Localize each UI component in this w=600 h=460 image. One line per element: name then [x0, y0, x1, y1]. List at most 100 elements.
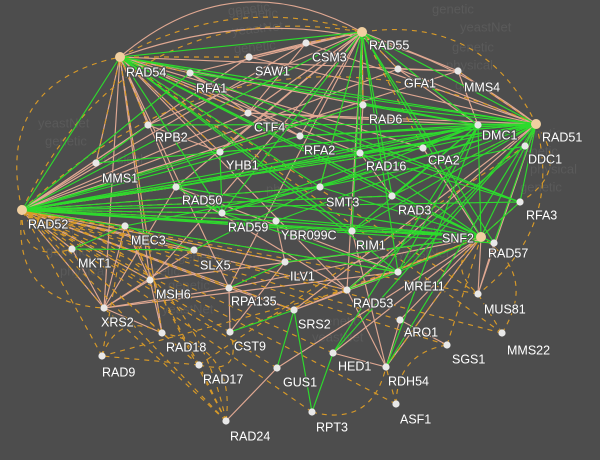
node-label-rpt3: RPT3	[316, 420, 348, 434]
graph-edge	[103, 307, 163, 334]
graph-node-gfa1[interactable]	[394, 65, 402, 73]
graph-node-rfa1[interactable]	[186, 69, 194, 77]
graph-node-msh6[interactable]	[146, 276, 154, 284]
graph-node-srs2[interactable]	[290, 306, 298, 314]
graph-node-rfa3[interactable]	[516, 198, 524, 206]
graph-edge	[21, 201, 521, 211]
graph-node-rpa135[interactable]	[225, 284, 233, 292]
graph-node-cpa2[interactable]	[419, 144, 427, 152]
graph-node-rad53[interactable]	[343, 286, 351, 294]
node-label-ilv1: ILV1	[290, 269, 315, 283]
graph-node-smt3[interactable]	[316, 183, 324, 191]
graph-node-rad51[interactable]	[531, 119, 541, 129]
graph-node-ddc1[interactable]	[521, 142, 529, 150]
graph-node-aro1[interactable]	[396, 316, 404, 324]
node-label-rad16: RAD16	[366, 159, 406, 173]
graph-node-rim1[interactable]	[348, 227, 356, 235]
graph-edge	[319, 123, 537, 188]
graph-edge	[305, 42, 537, 125]
graph-node-mms1[interactable]	[92, 159, 100, 167]
graph-edge	[119, 56, 479, 126]
graph-node-ybr099c[interactable]	[272, 217, 280, 225]
graph-edge	[293, 309, 313, 413]
graph-node-asf1[interactable]	[392, 400, 400, 408]
graph-node-gus1[interactable]	[273, 364, 281, 372]
graph-edge	[101, 355, 200, 366]
graph-node-yhb1[interactable]	[216, 148, 224, 156]
graph-node-ctf4[interactable]	[244, 109, 252, 117]
graph-node-rad18[interactable]	[158, 329, 166, 337]
node-label-snf2: SNF2	[442, 231, 474, 245]
graph-node-mkt1[interactable]	[68, 245, 76, 253]
node-layer[interactable]	[17, 27, 541, 425]
node-label-rad59: RAD59	[228, 220, 268, 234]
graph-node-mms4[interactable]	[454, 67, 462, 75]
graph-node-mms22[interactable]	[498, 329, 506, 337]
graph-edge	[175, 186, 399, 273]
graph-edge	[119, 31, 363, 58]
graph-edge-arc	[119, 27, 537, 125]
graph-edge	[225, 367, 278, 422]
graph-node-xrs2[interactable]	[100, 304, 108, 312]
graph-edge	[228, 287, 231, 333]
node-label-mus81: MUS81	[484, 302, 526, 316]
graph-node-mre11[interactable]	[394, 268, 402, 276]
watermark-label: physical	[530, 161, 577, 176]
graph-node-rad54[interactable]	[115, 52, 125, 62]
graph-node-rpt3[interactable]	[308, 408, 316, 416]
graph-node-rdh54[interactable]	[382, 363, 390, 371]
graph-node-rad55[interactable]	[357, 27, 367, 37]
graph-edge-arc	[461, 236, 482, 295]
node-label-rad53: RAD53	[353, 296, 393, 310]
graph-edge	[361, 31, 399, 273]
graph-node-rad9[interactable]	[98, 352, 106, 360]
graph-node-ilv1[interactable]	[281, 258, 289, 266]
node-label-ybr099c: YBR099C	[281, 228, 337, 242]
graph-edge-arc	[20, 209, 105, 309]
graph-node-rad6[interactable]	[359, 101, 367, 109]
node-label-rfa3: RFA3	[526, 208, 557, 222]
graph-node-rad16[interactable]	[356, 149, 364, 157]
node-label-rfa2: RFA2	[304, 143, 335, 157]
graph-node-cst9[interactable]	[226, 328, 234, 336]
graph-node-slx5[interactable]	[190, 246, 198, 254]
watermark-label: genetic	[455, 77, 497, 92]
graph-edge	[119, 56, 393, 197]
graph-edge	[228, 261, 286, 289]
graph-node-dmc1[interactable]	[474, 121, 482, 129]
graph-edge	[21, 70, 459, 211]
graph-edge	[362, 104, 479, 126]
graph-edge	[119, 56, 479, 295]
graph-node-rad17[interactable]	[195, 361, 203, 369]
graph-edge	[480, 201, 521, 238]
graph-node-rad3[interactable]	[388, 192, 396, 200]
graph-node-rfa2[interactable]	[296, 132, 304, 140]
graph-node-rad52[interactable]	[17, 205, 27, 215]
graph-node-snf2[interactable]	[476, 232, 486, 242]
graph-node-rad50[interactable]	[172, 183, 180, 191]
graph-edge	[21, 209, 334, 354]
graph-node-mec3[interactable]	[121, 222, 129, 230]
graph-node-mus81[interactable]	[474, 290, 482, 298]
graph-node-rad59[interactable]	[218, 209, 226, 217]
graph-node-rad24[interactable]	[222, 417, 230, 425]
graph-edge	[359, 124, 479, 154]
graph-edge	[332, 124, 479, 354]
edge-layer	[16, 1, 551, 422]
node-label-rpb2: RPB2	[155, 130, 188, 144]
graph-edge	[21, 209, 313, 413]
graph-edge	[193, 186, 321, 251]
node-label-rad24: RAD24	[230, 429, 270, 443]
graph-edge	[361, 31, 537, 125]
graph-edge	[189, 72, 521, 203]
graph-node-csm3[interactable]	[302, 39, 310, 47]
graph-node-hed1[interactable]	[329, 349, 337, 357]
graph-edge	[275, 220, 482, 238]
graph-node-rpb2[interactable]	[144, 121, 152, 129]
graph-node-saw1[interactable]	[245, 53, 253, 61]
graph-node-sgs1[interactable]	[443, 341, 451, 349]
graph-edge-arc	[480, 236, 517, 334]
graph-node-rad57[interactable]	[490, 239, 498, 247]
